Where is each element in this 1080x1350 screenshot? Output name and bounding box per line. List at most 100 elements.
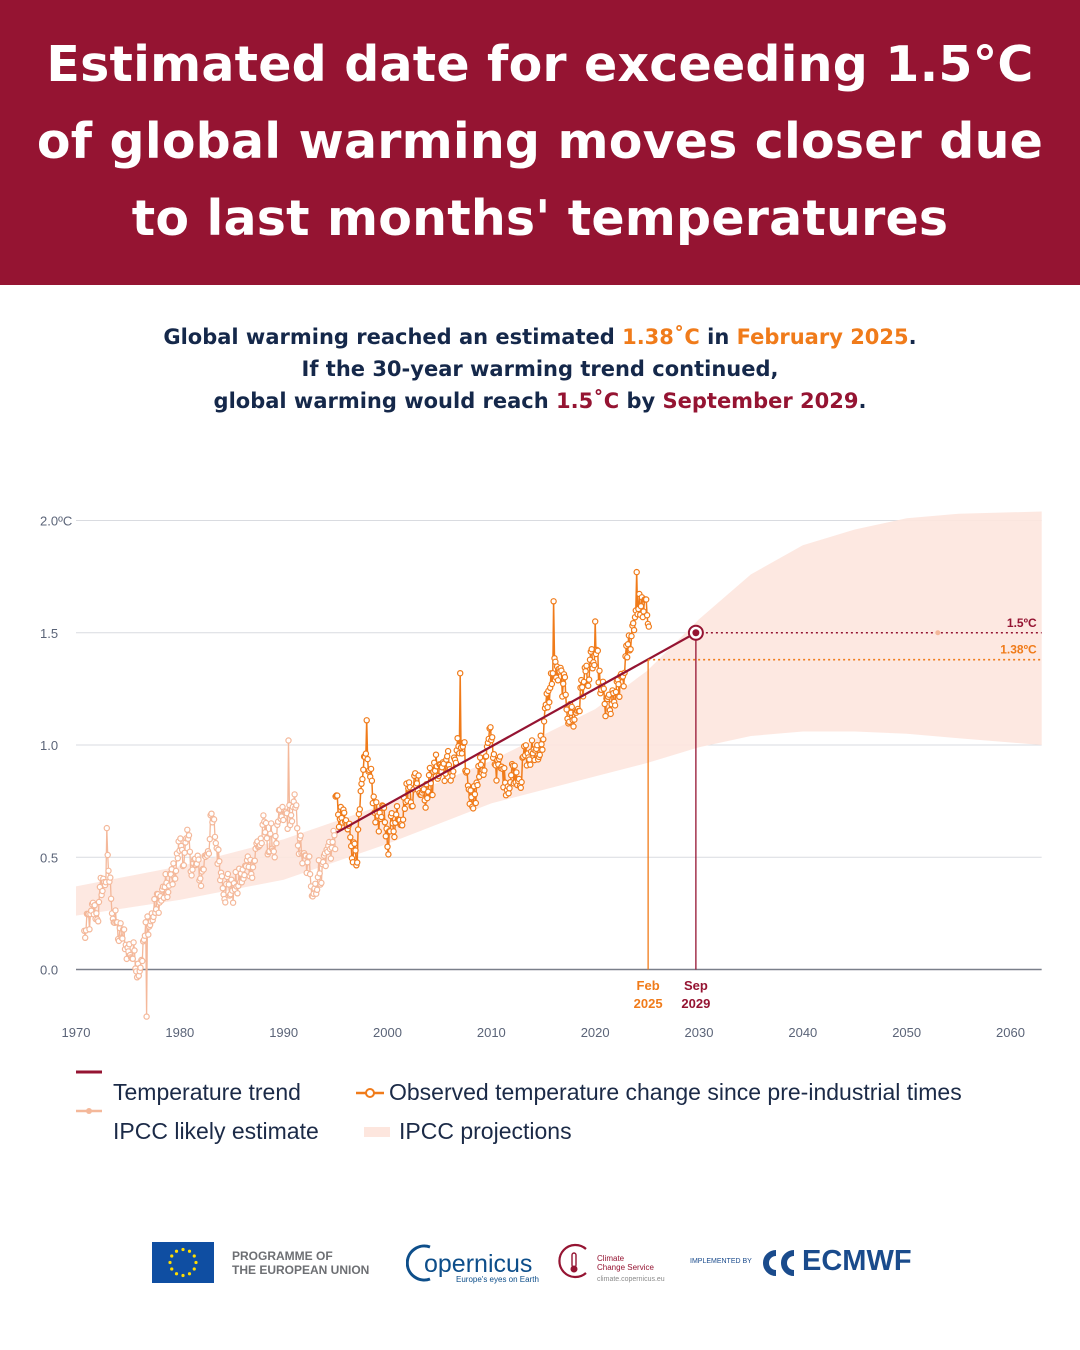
observed-point xyxy=(401,805,408,813)
observed-point xyxy=(508,772,515,779)
observed-point xyxy=(356,806,363,813)
ipcc-estimate-point xyxy=(258,839,265,847)
title-line-3: to last months' temperatures xyxy=(131,190,949,247)
ipcc-estimate-point xyxy=(86,926,93,933)
ipcc-estimate-point xyxy=(208,810,215,817)
observed-point xyxy=(616,693,623,701)
observed-markers xyxy=(332,568,653,869)
observed-point xyxy=(424,794,431,802)
y-tick-label: 2.0ºC xyxy=(40,514,72,529)
ipcc-estimate-point xyxy=(260,812,267,819)
ipcc-estimate-point xyxy=(316,870,323,877)
observed-point xyxy=(432,751,440,758)
observed-point xyxy=(544,704,551,711)
reference-line-label: 1.38ºC xyxy=(1000,643,1037,657)
ipcc-estimate-point xyxy=(293,802,300,809)
observed-point xyxy=(335,823,343,831)
eu-star xyxy=(170,1254,174,1258)
ipcc-estimate-point xyxy=(222,899,229,906)
legend-trend-swatch xyxy=(76,1070,102,1074)
ipcc-estimate-point xyxy=(139,957,146,965)
observed-point xyxy=(347,834,354,841)
ipcc-estimate-point xyxy=(294,842,302,849)
ipcc-estimate-point xyxy=(164,888,172,896)
ipcc-estimate-point xyxy=(332,845,339,853)
ipcc-estimate-point xyxy=(248,874,256,882)
ipcc-estimate-point xyxy=(215,846,222,853)
ipcc-estimate-point xyxy=(184,826,191,834)
observed-point xyxy=(591,661,598,669)
observed-point xyxy=(463,768,471,775)
observed-point xyxy=(487,724,494,731)
observed-point xyxy=(441,777,448,785)
subtitle-date-observed: February 2025 xyxy=(736,325,909,349)
eu-star xyxy=(181,1273,185,1278)
eu-programme-text: PROGRAMME OF THE EUROPEAN UNION xyxy=(232,1249,369,1277)
observed-point xyxy=(592,618,599,625)
observed-point xyxy=(352,847,359,854)
observed-point xyxy=(540,718,548,725)
x-tick-label: 1980 xyxy=(165,1025,194,1040)
ipcc-estimate-point xyxy=(261,829,269,836)
y-tick-label: 0.5 xyxy=(40,850,58,865)
subtitle-text: . xyxy=(858,389,867,413)
x-tick-label: 1970 xyxy=(62,1025,91,1040)
legend-ipcc-estimate-swatch xyxy=(76,1108,102,1114)
observed-point xyxy=(378,813,385,821)
ipcc-estimate-point xyxy=(112,907,119,914)
observed-point xyxy=(596,667,603,675)
title-banner: Estimated date for exceeding 1.5°C of gl… xyxy=(0,0,1080,285)
observed-point xyxy=(490,751,498,758)
ipcc-estimate-point xyxy=(297,832,304,839)
ipcc-estimate-point xyxy=(268,820,275,827)
ipcc-estimate-point xyxy=(229,899,237,906)
observed-point xyxy=(482,753,490,760)
ipcc-estimate-point xyxy=(99,887,106,895)
ipcc-estimate-point xyxy=(205,850,213,857)
subtitle-value-threshold: 1.5˚C xyxy=(556,389,620,413)
observed-point xyxy=(415,772,422,779)
observed-point xyxy=(513,769,520,776)
observed-point xyxy=(505,790,512,797)
observed-point xyxy=(582,668,589,675)
ipcc-estimate-point xyxy=(299,860,306,867)
observed-point xyxy=(548,680,556,688)
ipcc-estimate-point xyxy=(107,874,114,881)
temperature-trend-line xyxy=(336,631,697,834)
ipcc-estimate-point xyxy=(144,913,151,920)
ipcc-estimate-point xyxy=(145,931,152,938)
eu-star xyxy=(187,1249,192,1253)
observed-point xyxy=(375,828,382,835)
observed-point xyxy=(399,816,407,823)
ipcc-estimate-point xyxy=(329,838,336,846)
eu-star xyxy=(194,1260,198,1265)
observed-point xyxy=(645,623,653,630)
ipcc-estimate-point xyxy=(188,872,195,879)
ipcc-estimate-point xyxy=(304,859,311,866)
observed-point xyxy=(517,784,525,792)
ipcc-estimate-point xyxy=(271,854,278,861)
observed-point xyxy=(399,822,406,829)
ipcc-estimate-point xyxy=(312,880,319,888)
observed-point xyxy=(630,626,638,634)
ipcc-estimate-point xyxy=(143,1013,150,1020)
threshold-crossing-dot xyxy=(692,629,700,637)
ipcc-estimate-point xyxy=(313,886,321,894)
observed-point xyxy=(391,833,398,841)
observed-point xyxy=(354,826,362,833)
observed-point xyxy=(357,787,364,795)
observed-point xyxy=(474,781,481,789)
ipcc-estimate-point xyxy=(288,818,296,825)
ipcc-estimate-point xyxy=(189,866,196,873)
ipcc-estimate-point xyxy=(95,898,103,906)
observed-point xyxy=(373,799,380,806)
x-tick-label: 2040 xyxy=(788,1025,817,1040)
observed-point xyxy=(522,742,530,749)
subtitle-text: Global warming reached an estimated xyxy=(163,325,623,349)
observed-point xyxy=(444,753,451,760)
observed-point xyxy=(470,805,477,812)
observed-point xyxy=(381,819,389,826)
observed-point xyxy=(367,765,375,773)
observed-point xyxy=(527,761,534,768)
ipcc-estimate-point xyxy=(327,855,335,862)
